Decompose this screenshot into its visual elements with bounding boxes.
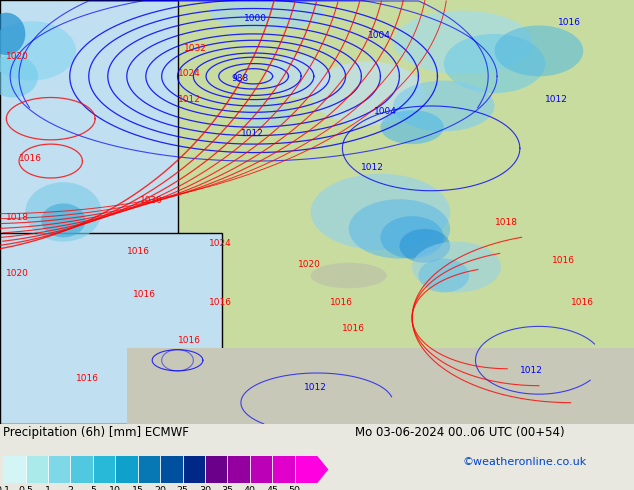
Text: 1016: 1016 <box>330 298 353 307</box>
Bar <box>250 456 272 483</box>
Ellipse shape <box>495 25 583 76</box>
Text: 1016: 1016 <box>19 154 42 163</box>
Text: 1012: 1012 <box>241 129 264 138</box>
Text: 1016: 1016 <box>552 256 574 265</box>
Text: 1012: 1012 <box>545 95 568 104</box>
Ellipse shape <box>380 110 444 144</box>
Bar <box>93 456 115 483</box>
Ellipse shape <box>380 216 444 259</box>
Text: 1032: 1032 <box>184 44 207 53</box>
Text: 1016: 1016 <box>558 19 581 27</box>
Text: 25: 25 <box>176 486 188 490</box>
FancyBboxPatch shape <box>0 0 178 339</box>
Text: 2: 2 <box>67 486 74 490</box>
Bar <box>205 456 228 483</box>
Bar <box>115 456 138 483</box>
Ellipse shape <box>444 34 545 93</box>
Bar <box>272 456 295 483</box>
Ellipse shape <box>399 229 450 263</box>
Text: 1018: 1018 <box>6 214 29 222</box>
Text: Mo 03-06-2024 00..06 UTC (00+54): Mo 03-06-2024 00..06 UTC (00+54) <box>355 426 565 439</box>
Bar <box>3 456 25 483</box>
Text: 1016: 1016 <box>178 336 200 345</box>
Ellipse shape <box>393 11 533 74</box>
Text: 40: 40 <box>243 486 256 490</box>
Text: 1020: 1020 <box>6 52 29 61</box>
Text: 35: 35 <box>221 486 233 490</box>
Text: 1012: 1012 <box>520 366 543 375</box>
Ellipse shape <box>311 263 387 288</box>
Ellipse shape <box>209 365 450 416</box>
Text: 1018: 1018 <box>495 218 517 227</box>
Text: 1000: 1000 <box>244 14 267 23</box>
Bar <box>295 456 317 483</box>
Text: ©weatheronline.co.uk: ©weatheronline.co.uk <box>463 457 587 467</box>
Text: 1024: 1024 <box>178 69 200 78</box>
Bar <box>160 456 183 483</box>
Text: 15: 15 <box>132 486 144 490</box>
Bar <box>48 456 70 483</box>
Bar <box>127 347 634 424</box>
Text: 1012: 1012 <box>178 95 200 104</box>
Ellipse shape <box>241 99 292 129</box>
Text: 1016: 1016 <box>76 374 99 384</box>
FancyBboxPatch shape <box>0 233 222 424</box>
Ellipse shape <box>418 259 469 293</box>
Bar <box>25 456 48 483</box>
Text: 0.1: 0.1 <box>0 486 11 490</box>
Ellipse shape <box>393 80 495 131</box>
Text: 1016: 1016 <box>571 298 593 307</box>
Text: 988: 988 <box>231 74 249 82</box>
Bar <box>138 456 160 483</box>
Ellipse shape <box>311 61 425 125</box>
Text: 1016: 1016 <box>133 290 156 299</box>
Text: 1016: 1016 <box>127 247 150 256</box>
Text: 1004: 1004 <box>374 107 397 117</box>
Ellipse shape <box>0 13 25 55</box>
Text: 20: 20 <box>154 486 166 490</box>
Ellipse shape <box>266 55 330 98</box>
Ellipse shape <box>41 203 86 237</box>
Text: 1020: 1020 <box>298 260 321 269</box>
Text: 0.5: 0.5 <box>18 486 33 490</box>
Text: 1: 1 <box>45 486 51 490</box>
Ellipse shape <box>25 182 101 242</box>
Text: 1004: 1004 <box>368 31 391 40</box>
Ellipse shape <box>0 55 38 98</box>
Text: 50: 50 <box>288 486 301 490</box>
Bar <box>70 456 93 483</box>
Text: 1024: 1024 <box>209 239 232 248</box>
Ellipse shape <box>349 199 450 259</box>
Bar <box>228 456 250 483</box>
Text: 5: 5 <box>90 486 96 490</box>
Text: 30: 30 <box>199 486 211 490</box>
Text: 1012: 1012 <box>361 163 384 172</box>
Text: 45: 45 <box>266 486 278 490</box>
Ellipse shape <box>311 174 450 250</box>
Text: 1016: 1016 <box>209 298 232 307</box>
Ellipse shape <box>209 0 323 30</box>
Text: Precipitation (6h) [mm] ECMWF: Precipitation (6h) [mm] ECMWF <box>3 426 189 439</box>
Bar <box>183 456 205 483</box>
Polygon shape <box>317 456 328 483</box>
Ellipse shape <box>0 21 76 80</box>
Text: 1020: 1020 <box>139 196 162 205</box>
Ellipse shape <box>412 242 501 293</box>
Text: 1020: 1020 <box>6 269 29 277</box>
Text: 1012: 1012 <box>304 383 327 392</box>
Text: 10: 10 <box>109 486 121 490</box>
Text: 1016: 1016 <box>342 323 365 333</box>
